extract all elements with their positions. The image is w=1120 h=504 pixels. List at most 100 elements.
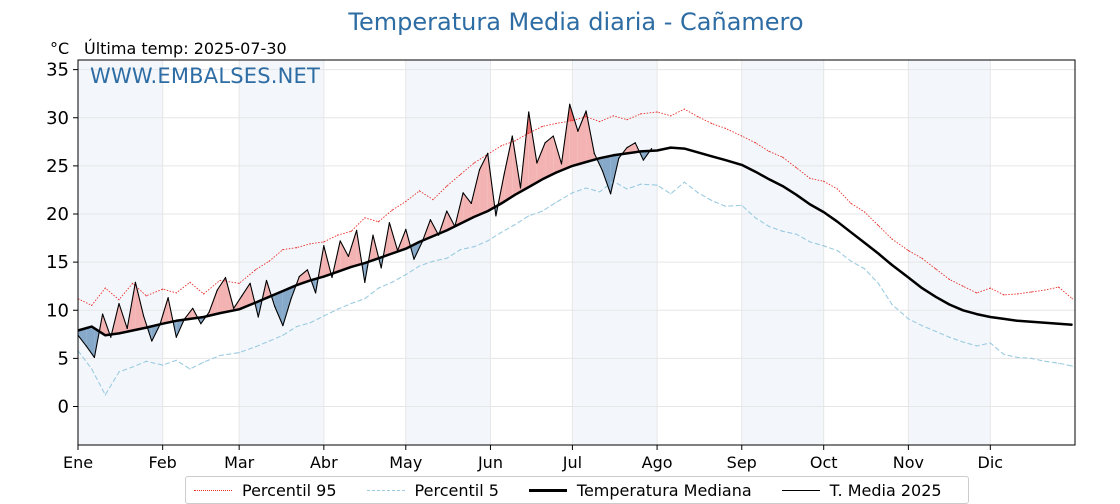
- data-point: [392, 253, 393, 254]
- data-point: [495, 215, 496, 216]
- data-point: [542, 126, 543, 127]
- data-point: [823, 181, 824, 182]
- legend-label-median: Temperatura Mediana: [577, 481, 752, 500]
- data-point: [1072, 298, 1073, 299]
- data-point: [1058, 363, 1059, 364]
- data-point: [351, 231, 352, 232]
- data-point: [381, 267, 382, 268]
- data-point: [282, 325, 283, 326]
- data-point: [697, 116, 698, 117]
- data-point: [132, 366, 133, 367]
- data-point: [656, 111, 657, 112]
- data-point: [610, 193, 611, 194]
- data-point: [460, 223, 461, 224]
- y-tick-label: 30: [46, 108, 69, 129]
- data-point: [569, 104, 570, 105]
- data-point: [949, 304, 950, 305]
- data-point: [446, 185, 447, 186]
- data-point: [143, 315, 144, 316]
- data-point: [405, 201, 406, 202]
- data-point: [555, 202, 556, 203]
- legend-item-p95: Percentil 95: [194, 481, 337, 500]
- data-point: [640, 184, 641, 185]
- data-point: [351, 266, 352, 267]
- data-point: [908, 318, 909, 319]
- data-point: [555, 172, 556, 173]
- data-point: [891, 264, 892, 265]
- data-point: [725, 128, 726, 129]
- data-point: [337, 235, 338, 236]
- data-point: [684, 108, 685, 109]
- data-point: [599, 191, 600, 192]
- x-tick-label: Nov: [893, 453, 924, 472]
- data-point: [962, 286, 963, 287]
- data-point: [990, 288, 991, 289]
- data-point: [463, 192, 464, 193]
- data-point: [189, 368, 190, 369]
- data-point: [189, 318, 190, 319]
- data-point: [200, 323, 201, 324]
- data-point: [514, 140, 515, 141]
- legend-swatch-p5: [367, 490, 405, 491]
- data-point: [837, 221, 838, 222]
- data-point: [176, 337, 177, 338]
- data-point: [203, 362, 204, 363]
- data-point: [796, 167, 797, 168]
- data-point: [1072, 324, 1073, 325]
- data-point: [561, 163, 562, 164]
- data-point: [219, 313, 220, 314]
- data-point: [176, 360, 177, 361]
- data-point: [290, 298, 291, 299]
- data-point: [118, 299, 119, 300]
- data-point: [233, 308, 234, 309]
- data-point: [473, 162, 474, 163]
- data-point: [921, 325, 922, 326]
- data-point: [908, 277, 909, 278]
- data-point: [1058, 287, 1059, 288]
- x-tick-label: Mar: [224, 453, 255, 472]
- data-point: [512, 135, 513, 136]
- data-point: [146, 361, 147, 362]
- data-point: [684, 148, 685, 149]
- data-point: [405, 248, 406, 249]
- data-point: [572, 120, 573, 121]
- data-point: [962, 341, 963, 342]
- data-point: [864, 211, 865, 212]
- data-point: [850, 203, 851, 204]
- data-point: [241, 295, 242, 296]
- data-point: [460, 249, 461, 250]
- data-point: [501, 203, 502, 204]
- data-point: [528, 186, 529, 187]
- data-point: [255, 346, 256, 347]
- data-point: [323, 315, 324, 316]
- data-point: [594, 153, 595, 154]
- data-point: [782, 231, 783, 232]
- legend-item-year: T. Media 2025: [782, 481, 942, 500]
- data-point: [487, 153, 488, 154]
- data-point: [105, 335, 106, 336]
- data-point: [741, 135, 742, 136]
- data-point: [258, 316, 259, 317]
- data-point: [413, 259, 414, 260]
- data-point: [864, 268, 865, 269]
- data-point: [209, 312, 210, 313]
- data-point: [585, 187, 586, 188]
- data-point: [192, 308, 193, 309]
- data-point: [976, 292, 977, 293]
- data-point: [162, 323, 163, 324]
- data-point: [249, 283, 250, 284]
- y-tick-label: 20: [46, 204, 69, 225]
- data-point: [544, 142, 545, 143]
- data-point: [626, 119, 627, 120]
- data-point: [921, 288, 922, 289]
- data-point: [392, 282, 393, 283]
- legend-label-p95: Percentil 95: [242, 481, 337, 500]
- data-point: [159, 324, 160, 325]
- data-point: [348, 256, 349, 257]
- data-point: [850, 261, 851, 262]
- data-point: [768, 179, 769, 180]
- data-point: [921, 258, 922, 259]
- data-point: [796, 234, 797, 235]
- x-tick-label: Ene: [63, 453, 93, 472]
